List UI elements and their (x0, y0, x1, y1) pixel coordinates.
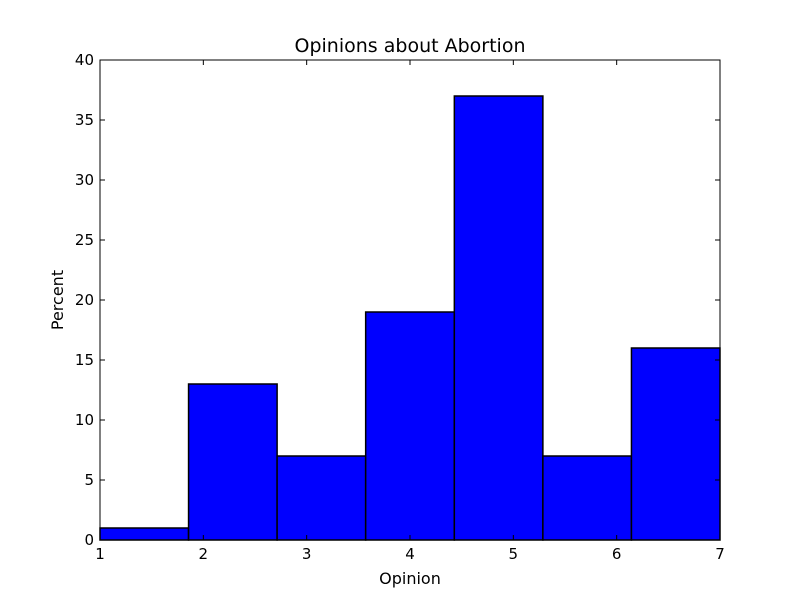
y-tick-label-25: 25 (75, 231, 94, 249)
x-tick-label-1: 1 (95, 545, 105, 563)
histogram-bar-4 (364, 311, 456, 541)
x-tick-label-2: 2 (199, 545, 209, 563)
histogram-bar-2 (187, 383, 278, 541)
x-tick-label-7: 7 (715, 545, 725, 563)
y-axis-label: Percent (48, 270, 67, 330)
y-tick-label-10: 10 (75, 411, 94, 429)
histogram-bar-7 (630, 347, 721, 541)
x-tick-label-6: 6 (612, 545, 622, 563)
y-tick-label-35: 35 (75, 111, 94, 129)
y-tick-label-30: 30 (75, 171, 94, 189)
y-tick-label-15: 15 (75, 351, 94, 369)
histogram-bar-1 (99, 527, 190, 541)
y-tick-label-40: 40 (75, 51, 94, 69)
y-tick-label-5: 5 (84, 471, 94, 489)
bars-group (99, 95, 721, 541)
x-axis-label: Opinion (379, 569, 441, 588)
x-axis: 1 2 3 4 5 6 7 (95, 60, 725, 563)
histogram-bar-3 (276, 455, 367, 541)
x-tick-label-3: 3 (302, 545, 312, 563)
y-axis: 0 5 10 15 20 25 30 35 40 (75, 51, 720, 549)
chart-title: Opinions about Abortion (295, 35, 526, 57)
x-tick-label-5: 5 (509, 545, 519, 563)
y-tick-label-20: 20 (75, 291, 94, 309)
x-tick-label-4: 4 (405, 545, 415, 563)
y-tick-label-0: 0 (84, 531, 94, 549)
histogram-bar-5 (453, 95, 544, 541)
histogram-bar-6 (542, 455, 633, 541)
